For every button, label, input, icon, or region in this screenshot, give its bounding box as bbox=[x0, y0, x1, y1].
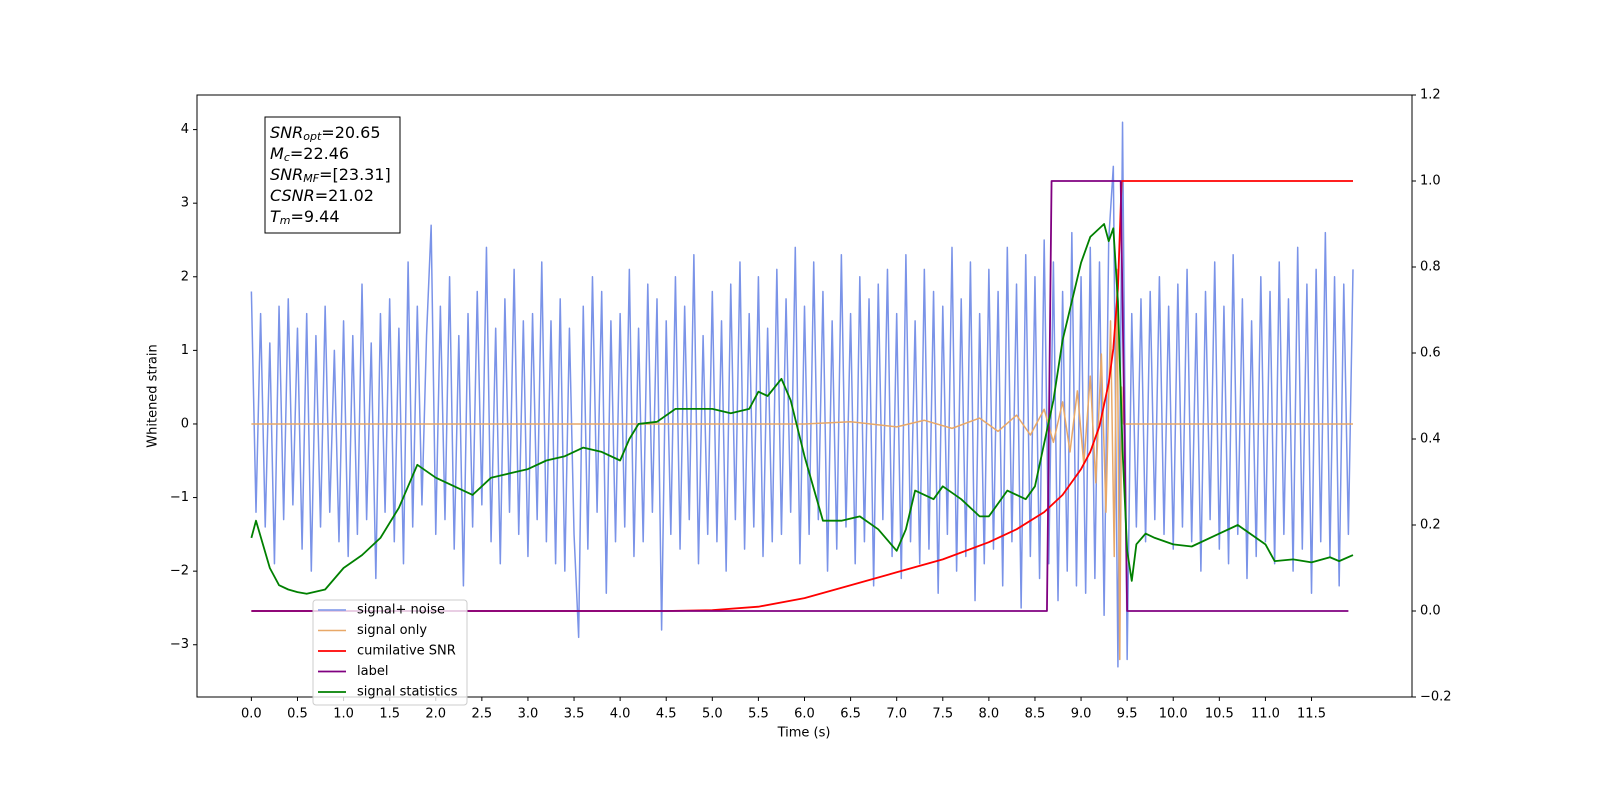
x-tick-label: 6.0 bbox=[794, 707, 815, 722]
x-axis-label: Time (s) bbox=[777, 726, 831, 741]
annotation-symbol: SNR bbox=[270, 165, 303, 184]
legend-label: signal statistics bbox=[357, 685, 458, 700]
x-tick-label: 6.5 bbox=[840, 707, 861, 722]
x-tick-label: 10.0 bbox=[1159, 707, 1188, 722]
legend-box bbox=[312, 599, 468, 706]
legend-label: signal only bbox=[357, 623, 427, 638]
x-tick-label: 0.5 bbox=[287, 707, 308, 722]
series-line bbox=[251, 180, 1349, 612]
y-tick-label: −1 bbox=[170, 490, 189, 505]
plot-frame bbox=[196, 94, 1413, 698]
annotation: SNRopt=20.65Mc=22.46SNRMF=[23.31]CSNR=21… bbox=[270, 123, 391, 228]
annotation-line: SNRMF=[23.31] bbox=[270, 165, 391, 186]
x-tick-label: 5.5 bbox=[748, 707, 769, 722]
x-tick-label: 5.0 bbox=[702, 707, 723, 722]
x-tick-label: 4.5 bbox=[656, 707, 677, 722]
y-tick-label: 3 bbox=[181, 196, 189, 211]
annotation-subscript: m bbox=[280, 214, 291, 227]
x-tick-label: 11.5 bbox=[1297, 707, 1326, 722]
x-tick-label: 9.0 bbox=[1071, 707, 1092, 722]
x-tick-label: 9.5 bbox=[1117, 707, 1138, 722]
annotation-symbol: SNR bbox=[270, 123, 303, 142]
legend-label: cumilative SNR bbox=[357, 644, 456, 659]
x-tick-label: 3.0 bbox=[518, 707, 539, 722]
series-line bbox=[251, 180, 1353, 612]
x-tick-label: 2.5 bbox=[472, 707, 493, 722]
annotation-subscript: opt bbox=[303, 130, 322, 143]
x-tick-label: 1.5 bbox=[379, 707, 400, 722]
annotation-subscript: c bbox=[284, 151, 290, 164]
y-tick-label: 4 bbox=[181, 122, 189, 137]
legend-label: signal+ noise bbox=[357, 603, 445, 618]
y-tick-label: 0 bbox=[181, 416, 189, 431]
series-line bbox=[251, 268, 1353, 661]
x-tick-label: 7.5 bbox=[932, 707, 953, 722]
x-tick-label: 1.0 bbox=[333, 707, 354, 722]
annotation-value: =[23.31] bbox=[319, 165, 391, 184]
annotation-symbol: M bbox=[270, 144, 284, 163]
annotation-symbol: T bbox=[270, 207, 281, 226]
x-tick-label: 11.0 bbox=[1251, 707, 1280, 722]
annotation-symbol: CSNR bbox=[270, 186, 315, 205]
annotation-line: Mc=22.46 bbox=[270, 144, 349, 165]
y2-tick-label: 1.2 bbox=[1420, 88, 1441, 103]
y-tick-label: 1 bbox=[181, 343, 189, 358]
y2-tick-label: 0.2 bbox=[1420, 518, 1441, 533]
legend-label: label bbox=[357, 664, 388, 679]
x-tick-label: 8.5 bbox=[1025, 707, 1046, 722]
annotation-value: =9.44 bbox=[291, 207, 340, 226]
annotation-value: =20.65 bbox=[321, 123, 380, 142]
annotation-box bbox=[264, 116, 401, 234]
y-tick-label: −3 bbox=[170, 637, 189, 652]
x-tick-label: 4.0 bbox=[610, 707, 631, 722]
y2-tick-label: 0.4 bbox=[1420, 432, 1441, 447]
y2-tick-label: 0.6 bbox=[1420, 346, 1441, 361]
annotation-subscript: MF bbox=[303, 172, 319, 185]
annotation-value: =21.02 bbox=[315, 186, 374, 205]
x-tick-label: 3.5 bbox=[564, 707, 585, 722]
y2-tick-label: −0.2 bbox=[1420, 690, 1452, 705]
y2-tick-label: 0.8 bbox=[1420, 260, 1441, 275]
x-tick-label: 8.0 bbox=[979, 707, 1000, 722]
series-line bbox=[250, 121, 1354, 668]
annotation-line: CSNR=21.02 bbox=[270, 186, 374, 205]
annotation-line: Tm=9.44 bbox=[270, 207, 340, 228]
annotation-line: SNRopt=20.65 bbox=[270, 123, 381, 144]
y-tick-label: 2 bbox=[181, 269, 189, 284]
y-tick-label: −2 bbox=[170, 564, 189, 579]
series-line bbox=[250, 223, 1354, 595]
x-tick-label: 2.0 bbox=[425, 707, 446, 722]
y-axis-label: Whitened strain bbox=[146, 344, 161, 447]
x-tick-label: 10.5 bbox=[1205, 707, 1234, 722]
y2-tick-label: 0.0 bbox=[1420, 604, 1441, 619]
annotation-value: =22.46 bbox=[290, 144, 349, 163]
x-tick-label: 7.0 bbox=[886, 707, 907, 722]
y2-tick-label: 1.0 bbox=[1420, 174, 1441, 189]
x-tick-label: 0.0 bbox=[241, 707, 262, 722]
